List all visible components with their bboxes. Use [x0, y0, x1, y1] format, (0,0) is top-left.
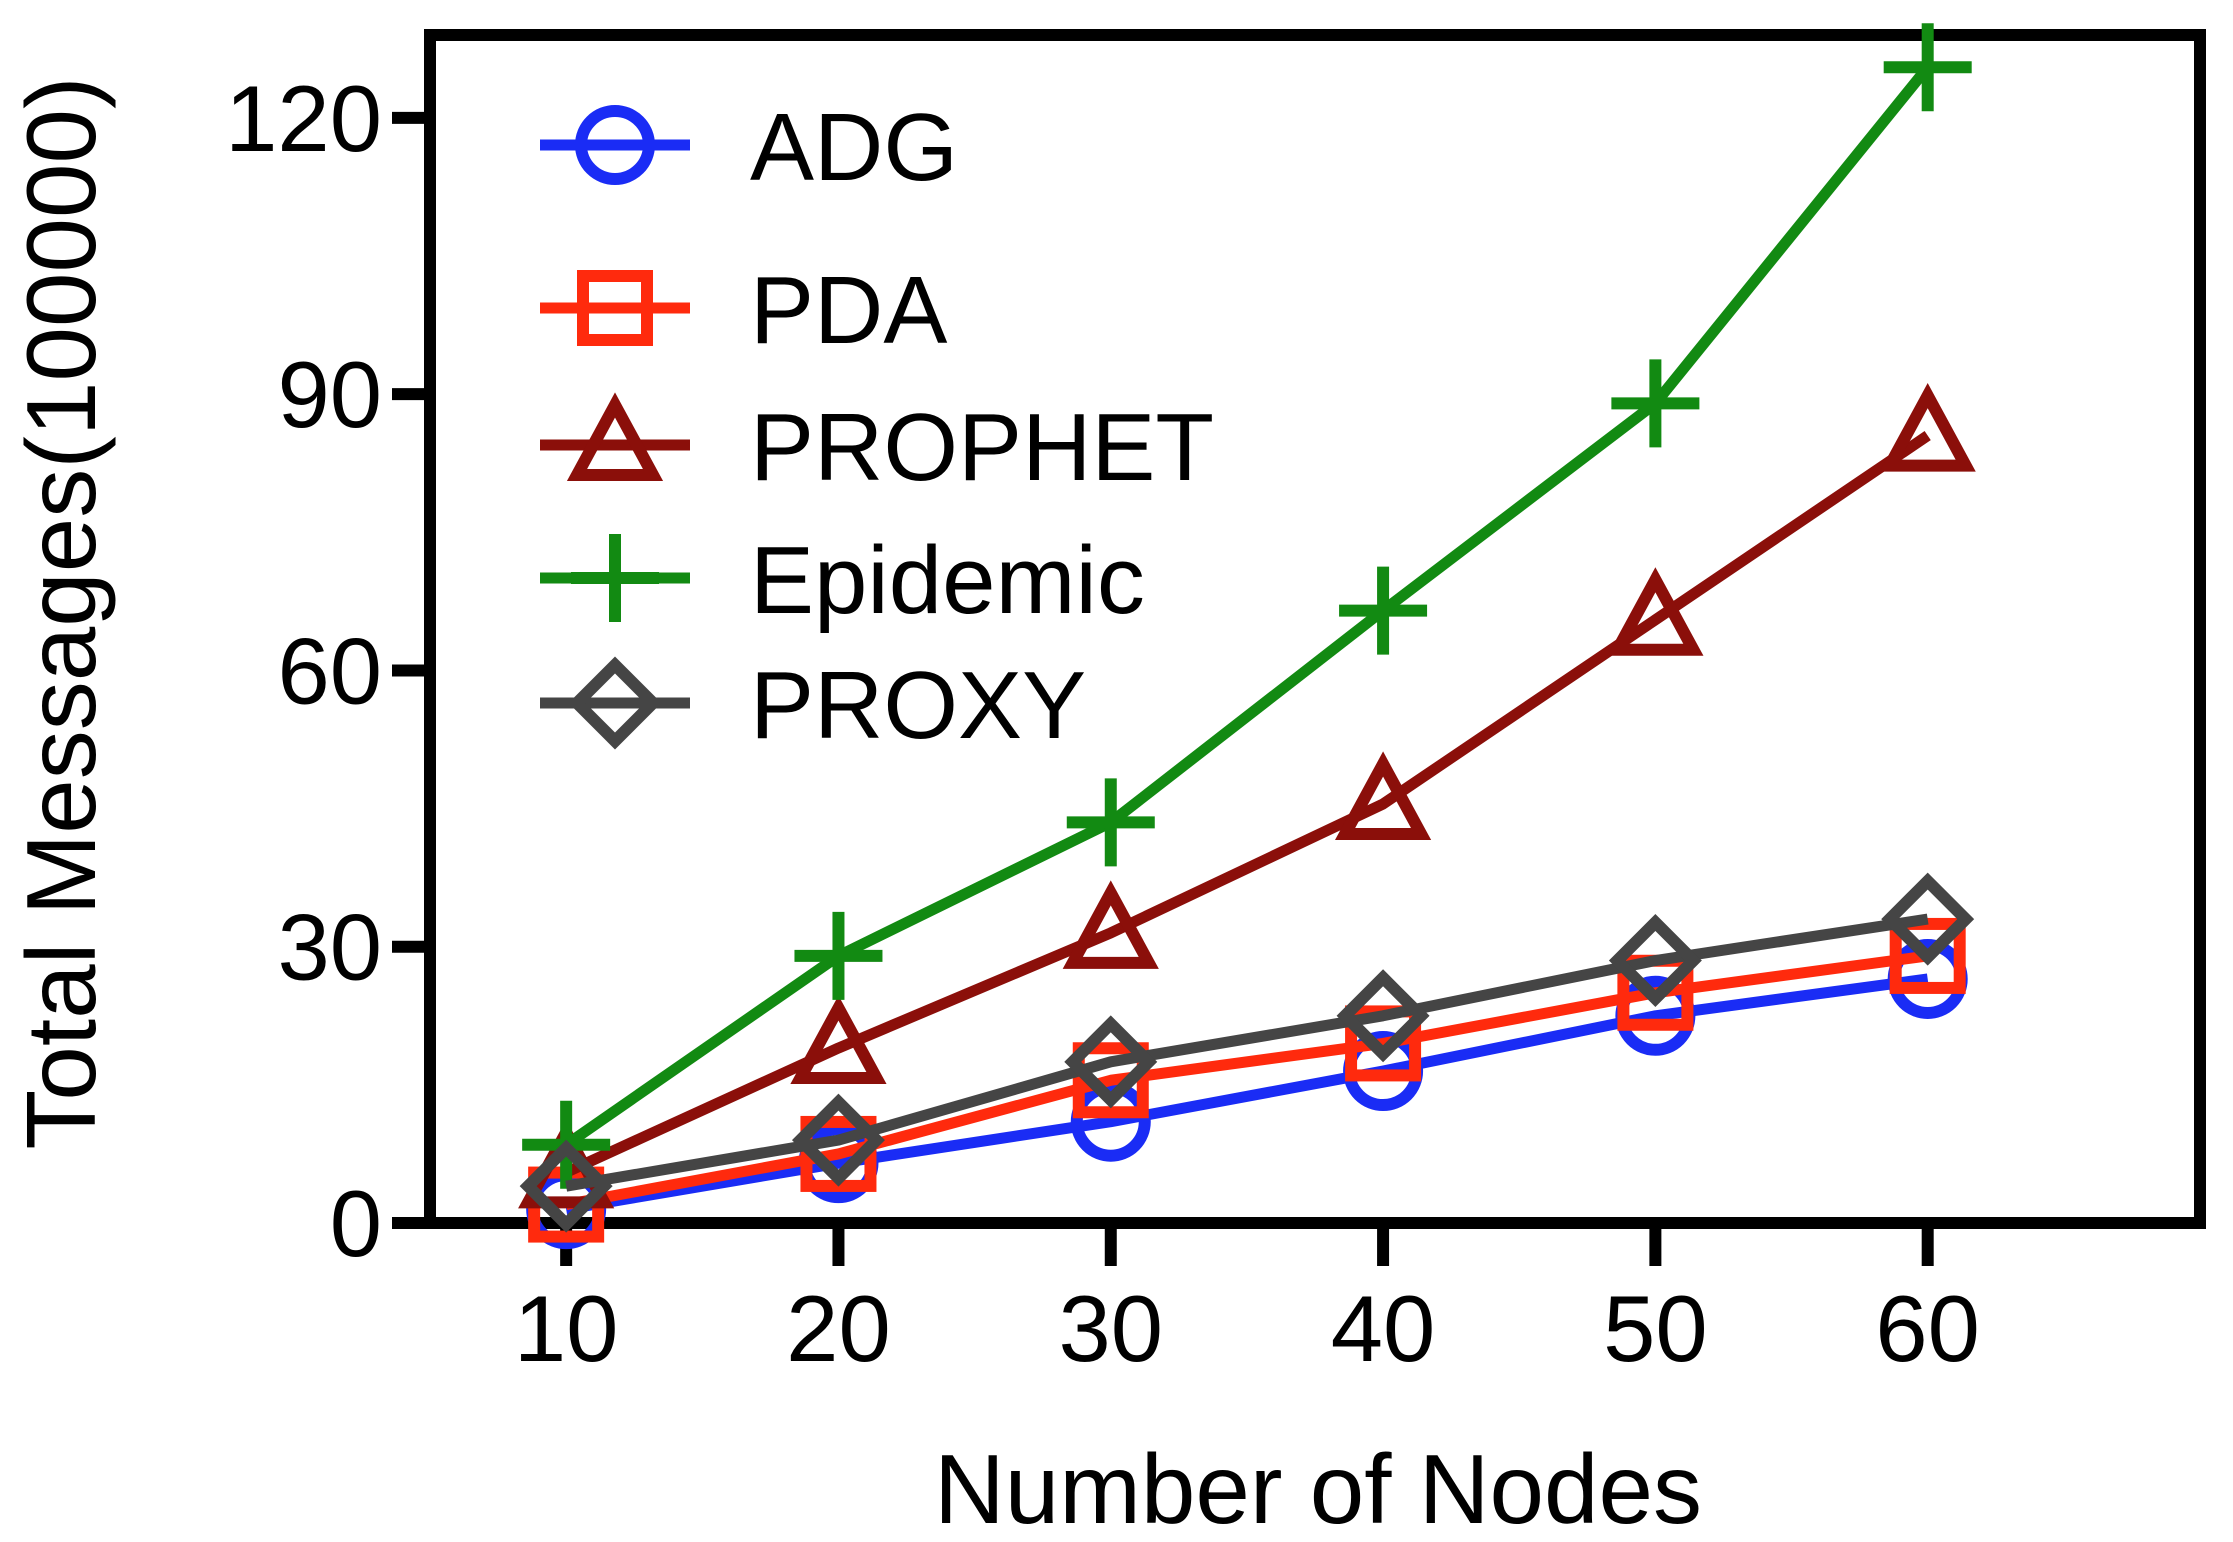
legend-item-prophet: PROPHET [540, 392, 1214, 501]
legend-label-prophet: PROPHET [750, 394, 1214, 501]
legend-item-adg: ADG [540, 94, 958, 201]
data-point-prophet [1607, 567, 1704, 656]
legend-label-proxy: PROXY [750, 652, 1086, 759]
legend-label-epidemic: Epidemic [750, 527, 1145, 634]
series-line-adg [565, 973, 1929, 1215]
y-tick-label: 60 [277, 618, 382, 723]
x-tick-label: 50 [1603, 1276, 1708, 1381]
y-tick-label: 0 [330, 1171, 382, 1276]
series-epidemic [522, 23, 1972, 1189]
series-proxy [519, 872, 1975, 1233]
legend-marker-epidemic [571, 534, 659, 622]
data-point-pda [1072, 1042, 1149, 1119]
legend-label-adg: ADG [750, 94, 958, 201]
x-tick-label: 40 [1331, 1276, 1436, 1381]
series-line-epidemic [563, 63, 1932, 1150]
legend-marker-prophet [566, 392, 664, 481]
data-point-epidemic [1066, 778, 1155, 867]
x-tick-label: 20 [786, 1276, 891, 1381]
x-axis-title: Number of Nodes [934, 1434, 1702, 1542]
y-axis-title: Total Messages(100000) [6, 76, 116, 1149]
series-layer [518, 23, 1976, 1250]
legend: ADG PDA PROPHET Epidemic PROXY [540, 94, 1214, 759]
data-point-epidemic [794, 911, 883, 1000]
y-tick-label: 90 [277, 342, 382, 447]
data-point-proxy [1336, 969, 1430, 1063]
data-point-prophet [790, 995, 887, 1085]
plot-frame [424, 29, 2206, 1229]
data-point-proxy [1064, 1015, 1158, 1109]
legend-item-pda: PDA [540, 257, 947, 364]
data-point-epidemic [1883, 23, 1972, 112]
legend-marker-proxy [568, 656, 662, 750]
series-pda [528, 917, 1966, 1243]
series-line-pda [565, 950, 1929, 1210]
legend-item-proxy: PROXY [540, 652, 1086, 759]
data-point-prophet [1879, 383, 1976, 472]
x-tick-label: 60 [1875, 1276, 1980, 1381]
data-point-proxy [791, 1093, 885, 1187]
legend-label-pda: PDA [750, 257, 947, 364]
legend-marker-adg [575, 105, 655, 185]
data-point-proxy [1881, 872, 1975, 966]
series-prophet [518, 383, 1976, 1209]
data-point-proxy [1608, 914, 1702, 1008]
axes: 0 30 60 90 120 10 20 30 40 50 60 [225, 29, 2206, 1381]
data-point-epidemic [1339, 566, 1428, 655]
series-line-prophet [563, 431, 1931, 1178]
y-tick-label: 120 [225, 66, 382, 171]
data-point-proxy [519, 1139, 613, 1233]
legend-item-epidemic: Epidemic [540, 527, 1145, 634]
data-point-epidemic [1611, 359, 1700, 448]
series-line-proxy [565, 913, 1929, 1192]
y-tick-label: 30 [277, 895, 382, 1000]
legend-marker-pda [577, 270, 653, 346]
x-tick-label: 10 [514, 1276, 619, 1381]
data-point-prophet [1062, 880, 1159, 969]
data-point-prophet [1334, 751, 1432, 840]
data-point-adg [1070, 1081, 1151, 1162]
x-tick-label: 30 [1058, 1276, 1163, 1381]
